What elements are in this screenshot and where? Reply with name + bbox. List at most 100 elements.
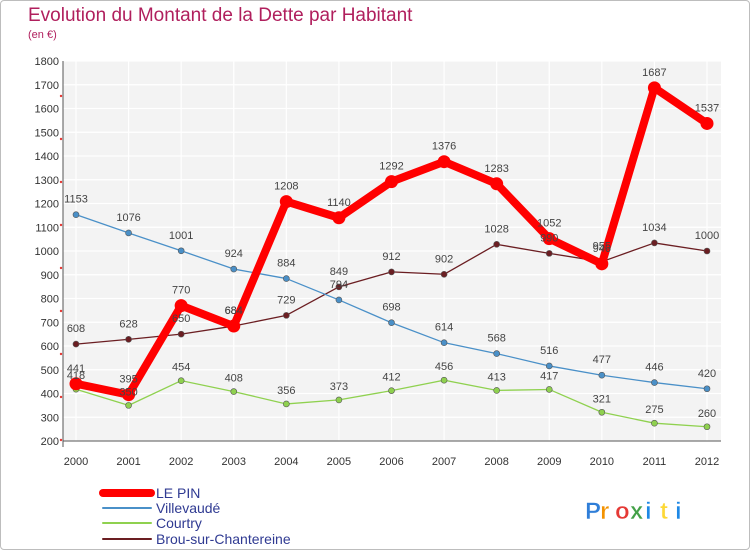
data-label: 628 [119,318,137,330]
data-label: 650 [172,313,190,325]
x-tick-label: 2005 [327,456,351,468]
data-point [332,211,346,225]
y-tick-label: 1000 [35,246,59,258]
data-label: 1283 [484,163,508,175]
y-tick-label: 500 [41,365,59,377]
data-label: 568 [487,333,505,345]
logo-letter: i [645,498,652,525]
axis-accent-dot [59,180,63,184]
chart-title: Evolution du Montant de la Dette par Hab… [28,5,413,26]
data-point [177,247,185,255]
data-point [177,377,185,384]
data-point [493,241,500,248]
data-point [493,350,500,357]
data-point [125,336,132,343]
logo-letter: r [600,498,609,525]
data-label: 413 [487,371,505,383]
data-label: 321 [593,393,611,405]
data-point [545,386,553,393]
axis-accent-dot [59,395,63,399]
data-label: 356 [277,385,295,397]
y-tick-label: 600 [41,341,59,353]
y-tick-label: 300 [41,412,59,424]
data-point [230,388,238,395]
data-point [69,377,83,391]
legend-label: Courtry [156,515,202,531]
data-label: 454 [172,362,190,374]
data-point [700,116,714,130]
data-label: 849 [330,266,348,278]
data-label: 902 [435,253,453,265]
x-tick-label: 2007 [432,456,456,468]
data-label: 420 [698,368,716,380]
data-label: 275 [645,404,663,416]
y-tick-label: 1500 [35,127,59,139]
data-label: 412 [382,372,400,384]
data-point [227,319,241,333]
data-point [388,387,395,394]
y-tick-label: 1800 [35,56,59,68]
data-label: 924 [225,248,243,260]
data-label: 446 [645,362,663,374]
x-tick-label: 2001 [116,456,140,468]
y-tick-label: 1700 [35,80,59,92]
y-tick-label: 900 [41,270,59,282]
data-point [545,250,553,257]
data-point [230,265,238,273]
data-label: 608 [67,323,85,335]
data-point [335,296,343,304]
data-label: 395 [119,374,137,386]
x-tick-label: 2009 [537,456,561,468]
axis-accent-dot [59,223,63,227]
data-point [125,229,132,237]
y-tick-label: 1300 [35,175,59,187]
data-point [545,362,553,370]
data-point [388,319,395,327]
logo-letter: i [675,498,682,525]
data-point [335,396,343,404]
y-tick-label: 200 [41,436,59,448]
data-label: 1052 [537,218,561,230]
data-point [72,340,80,348]
data-label: 884 [277,258,295,270]
y-tick-label: 1200 [35,199,59,211]
x-tick-label: 2000 [64,456,88,468]
data-point [279,195,293,209]
data-point [440,339,448,346]
data-point [703,385,711,393]
data-point [283,275,290,282]
data-label: 1000 [695,230,719,242]
data-label: 1153 [64,194,88,206]
data-point [542,232,556,246]
x-tick-label: 2002 [169,456,193,468]
data-label: 1028 [484,223,508,235]
data-label: 912 [382,251,400,263]
logo-letter: t [660,498,668,525]
data-label: 698 [382,302,400,314]
data-point [283,312,290,319]
data-point [703,423,711,431]
data-label: 729 [277,294,295,306]
y-tick-label: 800 [41,294,59,306]
x-tick-label: 2008 [484,456,508,468]
data-point [598,371,606,379]
data-point [440,270,448,278]
axis-accent-dot [59,352,63,356]
data-point [388,268,395,276]
axis-accent-dot [59,94,63,98]
data-point [440,376,448,384]
data-label: 418 [67,370,85,382]
data-label: 1034 [642,222,666,234]
data-label: 1292 [379,161,403,173]
data-point [335,283,343,291]
data-label: 408 [225,373,243,385]
x-tick-label: 2004 [274,456,298,468]
data-point [72,211,80,218]
data-point [651,419,658,427]
data-label: 770 [172,285,190,297]
data-label: 955 [593,241,611,253]
logo-letter: o [615,498,630,525]
data-label: 794 [330,279,348,291]
